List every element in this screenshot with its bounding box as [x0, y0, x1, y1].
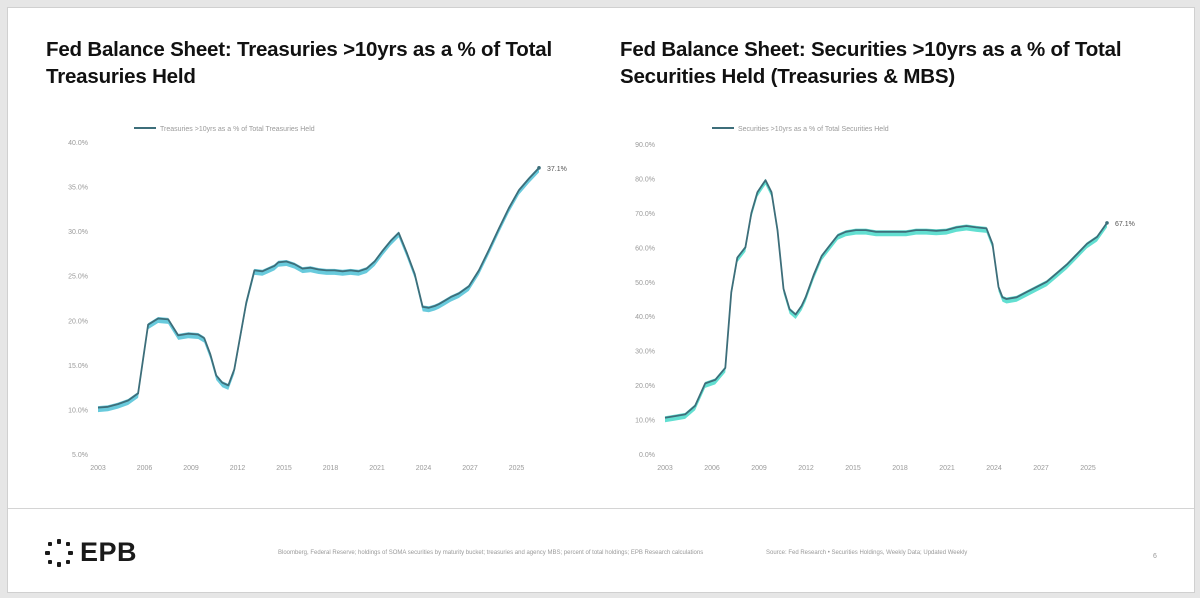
left-end-label: 37.1%: [547, 166, 567, 173]
chart-panel-right: Fed Balance Sheet: Securities >10yrs as …: [580, 8, 1160, 508]
right-x-tick-label: 2012: [798, 465, 814, 472]
left-y-tick-label: 20.0%: [68, 318, 88, 325]
brand-name: EPB: [80, 537, 138, 567]
left-x-tick-label: 2012: [230, 465, 246, 472]
right-y-tick-label: 40.0%: [635, 314, 655, 321]
left-end-point: [537, 166, 541, 170]
right-x-tick-label: 2024: [986, 465, 1002, 472]
left-x-tick-label: 2021: [369, 465, 385, 472]
left-y-tick-label: 40.0%: [68, 140, 88, 147]
right-x-tick-label: 2027: [1033, 465, 1049, 472]
right-x-tick-label: 2003: [657, 465, 673, 472]
left-x-tick-label: 2018: [323, 465, 339, 472]
right-y-tick-label: 50.0%: [635, 280, 655, 287]
left-y-tick-label: 35.0%: [68, 185, 88, 192]
page-number: 6: [1153, 553, 1157, 560]
left-x-tick-label: 2025: [509, 465, 525, 472]
right-y-tick-label: 60.0%: [635, 245, 655, 252]
right-series-band: [665, 178, 1107, 423]
left-series-line: [97, 167, 540, 409]
left-x-tick-label: 2024: [416, 465, 432, 472]
right-x-tick-label: 2009: [751, 465, 767, 472]
left-x-tick-label: 2003: [90, 465, 106, 472]
right-y-tick-label: 80.0%: [635, 176, 655, 183]
chart-title-right: Fed Balance Sheet: Securities >10yrs as …: [620, 38, 1122, 88]
chart-right: 0.0% 10.0% 20.0% 30.0% 40.0% 50.0% 60.0% 70.0% 8…: [635, 126, 1135, 472]
right-x-tick-label: 2025: [1080, 465, 1096, 472]
right-y-tick-label: 70.0%: [635, 211, 655, 218]
right-x-tick-label: 2015: [845, 465, 861, 472]
epb-logo-icon: [45, 538, 73, 567]
left-x-tick-label: 2009: [183, 465, 199, 472]
right-legend-label: Securities >10yrs as a % of Total Securi…: [738, 126, 889, 133]
footnote-right: Source: Fed Research • Securities Holdin…: [766, 550, 968, 556]
right-y-tick-label: 20.0%: [635, 383, 655, 390]
right-y-tick-label: 30.0%: [635, 349, 655, 356]
chart-left: 5.0% 10.0% 15.0% 20.0% 25.0% 30.0% 35.0% 40.0% 2…: [68, 126, 567, 472]
left-y-tick-label: 15.0%: [68, 363, 88, 370]
left-y-tick-label: 5.0%: [72, 452, 88, 459]
right-y-tick-label: 90.0%: [635, 142, 655, 149]
right-x-tick-label: 2021: [939, 465, 955, 472]
right-series-line: [664, 179, 1108, 419]
left-series-band: [98, 166, 539, 413]
left-x-tick-label: 2015: [276, 465, 292, 472]
left-legend-label: Treasuries >10yrs as a % of Total Treasu…: [160, 126, 315, 133]
footnote-left: Bloomberg, Federal Reserve; holdings of …: [278, 550, 704, 556]
left-y-tick-label: 10.0%: [68, 407, 88, 414]
chart-panel-left: Fed Balance Sheet: Treasuries >10yrs as …: [8, 8, 588, 508]
footer: EPB Bloomberg, Federal Reserve; holdings…: [8, 509, 1194, 592]
right-y-tick-label: 10.0%: [635, 418, 655, 425]
epb-logo: EPB: [44, 537, 137, 568]
right-end-label: 67.1%: [1115, 221, 1135, 228]
report-page: Fed Balance Sheet: Treasuries >10yrs as …: [7, 7, 1195, 593]
left-y-tick-label: 25.0%: [68, 274, 88, 281]
right-y-tick-label: 0.0%: [639, 452, 655, 459]
chart-title-left: Fed Balance Sheet: Treasuries >10yrs as …: [46, 38, 552, 88]
left-x-tick-label: 2006: [137, 465, 153, 472]
right-x-tick-label: 2006: [704, 465, 720, 472]
right-end-point: [1105, 221, 1109, 225]
right-x-tick-label: 2018: [892, 465, 908, 472]
footer-divider: [8, 508, 1194, 509]
left-x-tick-label: 2027: [462, 465, 478, 472]
left-y-tick-label: 30.0%: [68, 229, 88, 236]
